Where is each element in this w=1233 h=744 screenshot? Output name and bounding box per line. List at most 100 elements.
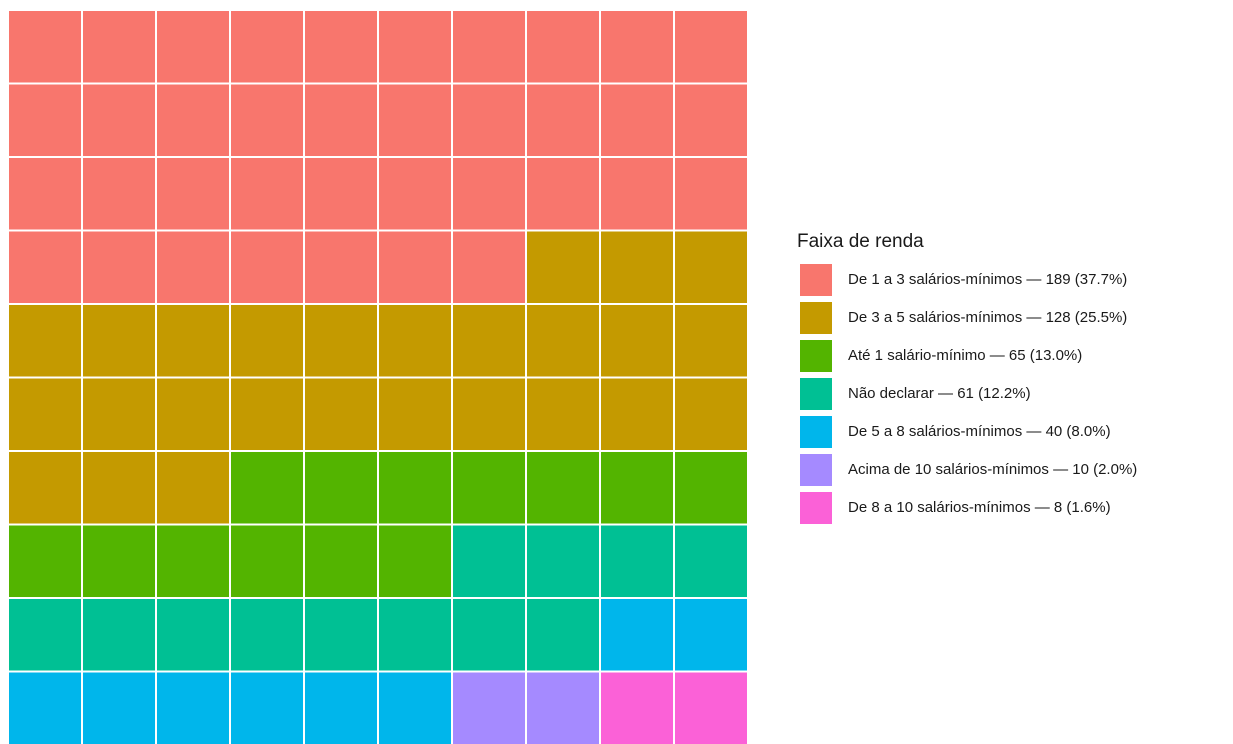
waffle-cell bbox=[83, 11, 155, 83]
waffle-cell bbox=[9, 378, 81, 450]
waffle-cell bbox=[157, 599, 229, 671]
waffle-cell bbox=[453, 158, 525, 230]
legend-key bbox=[800, 340, 832, 372]
waffle-cell bbox=[231, 672, 303, 744]
waffle-cell bbox=[9, 158, 81, 230]
waffle-cell bbox=[9, 599, 81, 671]
waffle-cell bbox=[379, 525, 451, 597]
waffle-cell bbox=[305, 672, 377, 744]
waffle-cell bbox=[675, 672, 747, 744]
waffle-cell bbox=[675, 525, 747, 597]
waffle-cell bbox=[453, 525, 525, 597]
waffle-cell bbox=[83, 452, 155, 524]
waffle-cell bbox=[601, 305, 673, 377]
waffle-cell bbox=[9, 84, 81, 156]
legend-label: Acima de 10 salários-mínimos — 10 (2.0%) bbox=[848, 461, 1137, 478]
waffle-cell bbox=[231, 84, 303, 156]
waffle-cell bbox=[305, 158, 377, 230]
legend-label: De 8 a 10 salários-mínimos — 8 (1.6%) bbox=[848, 499, 1111, 516]
legend-label: Não declarar — 61 (12.2%) bbox=[848, 385, 1031, 402]
legend-key bbox=[800, 454, 832, 486]
waffle-cell bbox=[601, 525, 673, 597]
waffle-cell bbox=[157, 231, 229, 303]
waffle-cell bbox=[675, 158, 747, 230]
waffle-cell bbox=[231, 599, 303, 671]
waffle-cell bbox=[83, 599, 155, 671]
waffle-cell bbox=[9, 231, 81, 303]
waffle-cell bbox=[157, 158, 229, 230]
waffle-cell bbox=[527, 672, 599, 744]
waffle-cell bbox=[157, 11, 229, 83]
waffle-cell bbox=[9, 452, 81, 524]
waffle-cell bbox=[527, 452, 599, 524]
waffle-cell bbox=[231, 525, 303, 597]
waffle-cell bbox=[601, 378, 673, 450]
waffle-cell bbox=[157, 452, 229, 524]
waffle-cell bbox=[379, 305, 451, 377]
waffle-cell bbox=[453, 452, 525, 524]
waffle-cell bbox=[453, 378, 525, 450]
waffle-cell bbox=[379, 11, 451, 83]
waffle-cell bbox=[601, 231, 673, 303]
waffle-cell bbox=[9, 672, 81, 744]
waffle-cell bbox=[379, 231, 451, 303]
legend-key bbox=[800, 302, 832, 334]
waffle-cell bbox=[231, 11, 303, 83]
waffle-cell bbox=[601, 599, 673, 671]
waffle-cell bbox=[83, 231, 155, 303]
legend-key bbox=[800, 492, 832, 524]
legend-label: De 1 a 3 salários-mínimos — 189 (37.7%) bbox=[848, 271, 1127, 288]
waffle-cell bbox=[675, 84, 747, 156]
waffle-cell bbox=[157, 305, 229, 377]
waffle-cell bbox=[305, 599, 377, 671]
legend-label: Até 1 salário-mínimo — 65 (13.0%) bbox=[848, 347, 1082, 364]
waffle-cell bbox=[157, 672, 229, 744]
waffle-cell bbox=[675, 599, 747, 671]
legend-key bbox=[800, 378, 832, 410]
waffle-cell bbox=[675, 378, 747, 450]
legend-title: Faixa de renda bbox=[797, 231, 924, 252]
waffle-cell bbox=[675, 11, 747, 83]
waffle-cell bbox=[379, 158, 451, 230]
waffle-cell bbox=[9, 11, 81, 83]
waffle-cell bbox=[305, 231, 377, 303]
legend-label: De 5 a 8 salários-mínimos — 40 (8.0%) bbox=[848, 423, 1111, 440]
waffle-cell bbox=[601, 158, 673, 230]
waffle-cell bbox=[601, 672, 673, 744]
waffle-cell bbox=[453, 672, 525, 744]
waffle-cell bbox=[675, 305, 747, 377]
waffle-cell bbox=[83, 378, 155, 450]
waffle-cell bbox=[83, 158, 155, 230]
waffle-cell bbox=[453, 231, 525, 303]
waffle-cell bbox=[527, 525, 599, 597]
legend-key bbox=[800, 264, 832, 296]
waffle-cell bbox=[379, 599, 451, 671]
waffle-cell bbox=[601, 452, 673, 524]
waffle-cell bbox=[527, 84, 599, 156]
waffle-cell bbox=[305, 11, 377, 83]
waffle-cell bbox=[379, 672, 451, 744]
waffle-cell bbox=[527, 158, 599, 230]
waffle-cell bbox=[231, 378, 303, 450]
waffle-cell bbox=[231, 452, 303, 524]
waffle-cell bbox=[305, 452, 377, 524]
waffle-cell bbox=[157, 378, 229, 450]
waffle-cell bbox=[9, 525, 81, 597]
waffle-cell bbox=[305, 84, 377, 156]
waffle-cell bbox=[527, 231, 599, 303]
waffle-cell bbox=[231, 305, 303, 377]
waffle-cell bbox=[83, 525, 155, 597]
waffle-cell bbox=[453, 305, 525, 377]
waffle-cell bbox=[527, 378, 599, 450]
waffle-cell bbox=[527, 599, 599, 671]
waffle-cell bbox=[305, 305, 377, 377]
waffle-cell bbox=[83, 672, 155, 744]
waffle-cell bbox=[9, 305, 81, 377]
waffle-cell bbox=[379, 84, 451, 156]
waffle-cell bbox=[675, 452, 747, 524]
waffle-cell bbox=[305, 525, 377, 597]
legend-label: De 3 a 5 salários-mínimos — 128 (25.5%) bbox=[848, 309, 1127, 326]
waffle-cell bbox=[453, 599, 525, 671]
waffle-cell bbox=[675, 231, 747, 303]
